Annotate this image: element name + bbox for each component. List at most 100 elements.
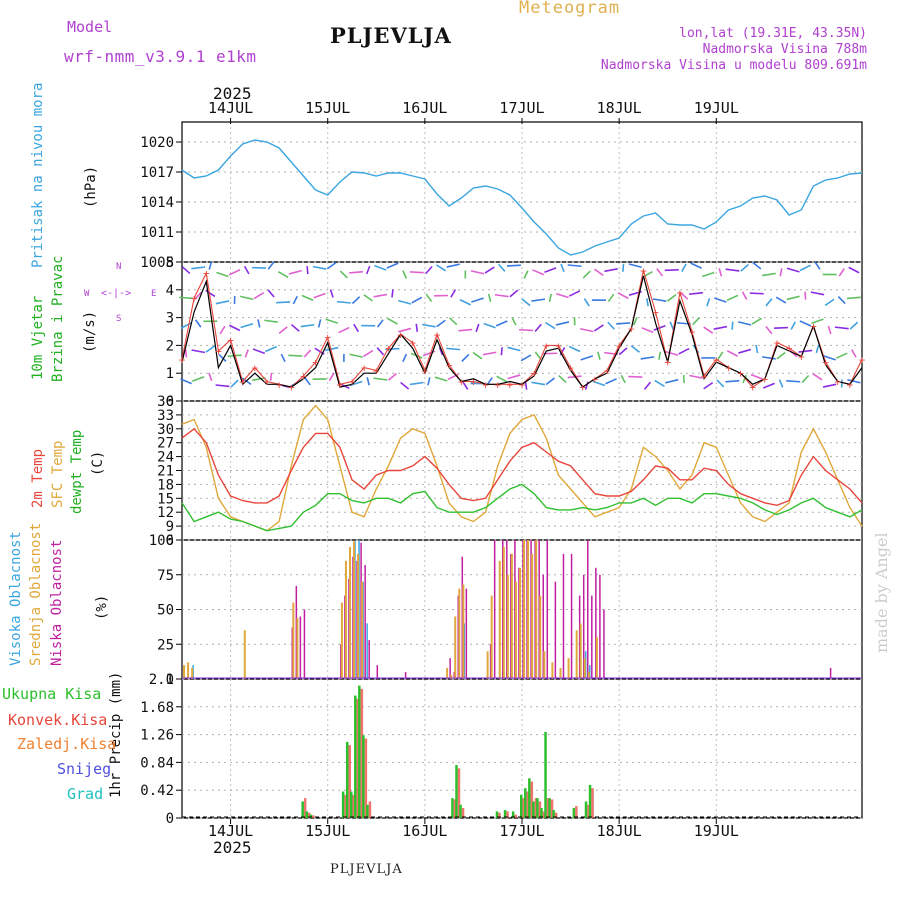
wind-arrow [786,267,800,273]
wind-arrow [494,293,509,298]
wind-arrow [737,321,752,326]
wind-gust-marker: + [239,376,246,389]
compass-w-label: W [84,289,90,299]
wind-arrow [227,354,242,358]
wind-gust-marker: + [859,353,866,366]
wind-arrow [801,374,810,384]
wind-arrow [851,349,857,358]
y-tick-label: 0 [166,811,174,827]
convective-rain-bar [575,806,578,818]
wind-arrow [607,293,615,303]
y-tick-label: 2 [166,338,174,354]
wind-arrow [252,377,266,381]
wind-arrow [706,298,711,307]
total-rain-bar [451,798,454,818]
wind-arrow [459,299,472,306]
wind-arrow [398,327,412,333]
y-tick-label: 36 [157,394,174,410]
x-day-label-top: 15JUL [305,99,350,117]
wind-arrow [325,318,339,324]
convective-rain-bar [453,799,457,818]
wind-arrow [228,269,241,276]
wind-arrow [373,293,388,298]
x-day-label-top: 16JUL [402,99,447,117]
wind-arrow [567,264,582,268]
wind-arrow [604,268,618,273]
wind-arrow [555,321,570,326]
wind-arrow [531,298,546,302]
x-day-label-top: 14JUL [208,99,253,117]
wind-arrow [545,377,556,386]
wind-arrow [373,377,388,381]
wind-speed-line [181,275,863,388]
wind-arrow [415,323,419,332]
wind-arrow [215,384,230,388]
wind-arrow [339,270,348,279]
legend-snow: Snijeg [57,760,112,778]
pressure-line [181,139,863,256]
wind-gust-marker: + [179,353,186,366]
wind-gust-marker: + [810,320,817,333]
wind-arrow [837,296,846,305]
compass-n-label: N [116,262,122,272]
wind-arrow [329,289,334,298]
wind-arrow [398,299,412,305]
wind-arrow [654,379,665,388]
wind-arrow [208,261,213,270]
wind-arrow [191,349,205,354]
total-rain-bar [305,811,308,818]
total-rain-bar [544,731,547,818]
y-tick-label: 1011 [140,225,174,241]
wind-arrow [300,323,315,328]
wind-arrow [351,296,361,305]
wind-gust-marker: + [324,331,331,344]
wind-arrow [678,347,690,355]
wind-arrow [388,372,397,381]
wind-arrow [642,270,653,279]
x-day-label-top: 19JUL [694,99,739,117]
meteogram-title: Meteogram [519,0,621,18]
wind-arrow [520,354,532,362]
wind-arrow [276,301,291,304]
wind-gust-marker: + [482,378,489,391]
total-rain-bar [503,810,507,818]
y-tick-label: 24 [157,450,174,466]
wind-arrow [714,297,727,303]
y-tick-label: 0 [166,394,174,410]
wind-arrow [834,326,849,330]
wind-arrow [523,270,529,279]
y-tick-label: 27 [157,436,174,452]
wind-arrow [775,296,787,304]
wind-arrow [824,298,835,307]
wind-arrow [703,326,714,334]
wind-arrow [725,268,740,272]
wind-arrow [304,377,311,386]
wind-arrow [658,351,662,360]
wind-arrow [786,379,801,383]
total-rain-bar [584,801,588,818]
wind-arrow [257,319,261,328]
total-rain-bar [588,784,592,818]
wind-arrow [191,266,206,270]
wind-arrow [208,372,213,381]
y-tick-label: 1 [166,366,174,382]
wind-gust-marker: + [385,342,392,355]
wind-arrow [752,261,762,270]
total-rain-bar [309,814,313,818]
wind-arrow [762,272,776,277]
convective-rain-bar [550,799,554,818]
wind-gust-marker: + [312,356,319,369]
x-day-label-bottom: 15JUL [305,822,350,840]
wind-arrow [435,264,447,272]
convective-rain-bar [522,798,525,818]
wind-arrow [511,317,517,326]
wind-arrow [799,264,811,272]
wind-gust-marker: + [664,356,671,369]
wind-arrow [810,291,825,296]
wind-gust-marker: + [737,367,744,380]
wind-gust-marker: + [494,378,501,391]
wind-arrow [326,261,337,270]
y-tick-label: 100 [149,533,174,549]
total-rain-bar [528,778,531,818]
wind-arrow [253,292,265,300]
